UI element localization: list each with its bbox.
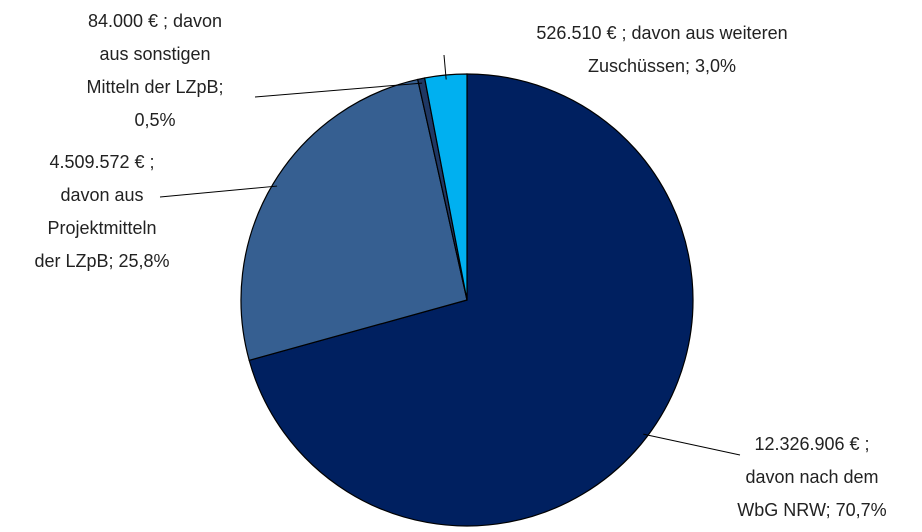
slice-label: davon aus bbox=[60, 185, 143, 205]
slice-label: 12.326.906 € ; bbox=[754, 434, 869, 454]
leader-line bbox=[159, 185, 278, 198]
leader-line bbox=[254, 82, 423, 98]
slice-label: 0,5% bbox=[134, 110, 175, 130]
slice-label: 84.000 € ; davon bbox=[88, 11, 222, 31]
slice-label: Mitteln der LZpB; bbox=[86, 77, 223, 97]
leader-line bbox=[443, 54, 447, 80]
slice-label: davon nach dem bbox=[745, 467, 878, 487]
pie-slice bbox=[240, 78, 468, 362]
slice-label: Zuschüssen; 3,0% bbox=[588, 56, 736, 76]
slice-label: aus sonstigen bbox=[99, 44, 210, 64]
slice-label: 526.510 € ; davon aus weiteren bbox=[536, 23, 787, 43]
slice-label: der LZpB; 25,8% bbox=[34, 251, 169, 271]
slice-label: 4.509.572 € ; bbox=[49, 152, 154, 172]
leader-line bbox=[643, 433, 741, 456]
slice-label: WbG NRW; 70,7% bbox=[737, 500, 886, 520]
pie-slice bbox=[248, 73, 694, 527]
slice-label: Projektmitteln bbox=[47, 218, 156, 238]
